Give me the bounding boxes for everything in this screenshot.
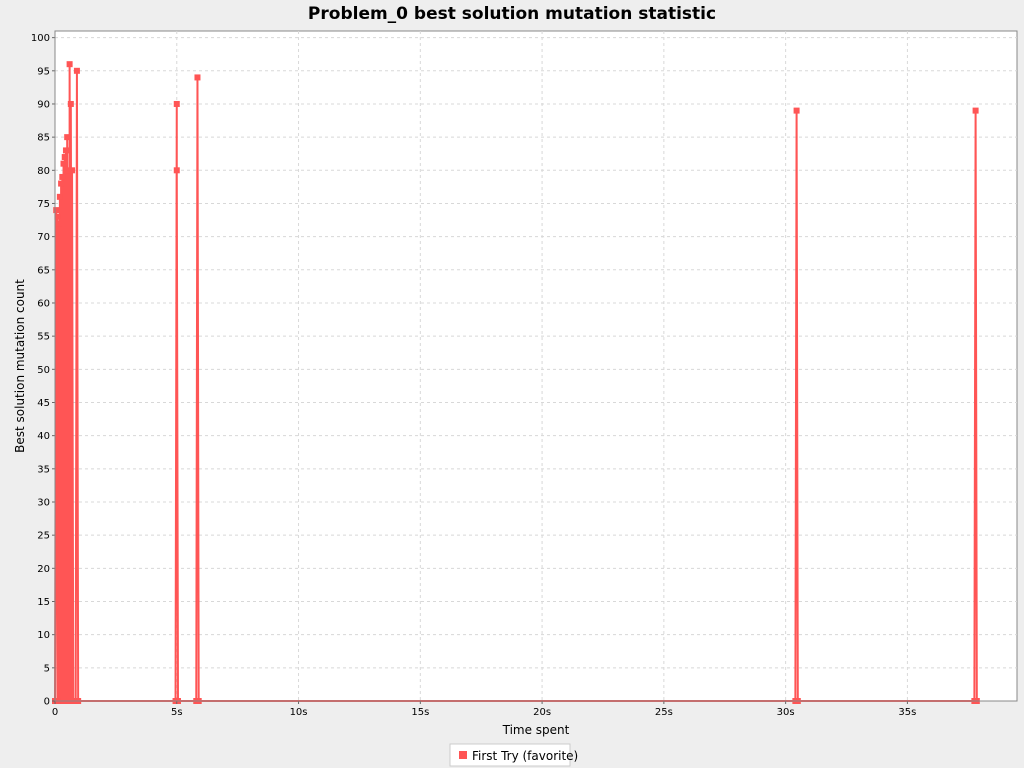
y-tick-label: 100 [31,33,50,44]
y-tick-label: 45 [37,398,50,409]
x-tick-label: 10s [290,707,308,718]
data-point [60,160,67,167]
y-tick-label: 25 [37,531,50,542]
y-tick-label: 0 [44,697,50,708]
y-tick-label: 40 [37,431,50,442]
y-tick-label: 75 [37,199,50,210]
y-tick-label: 90 [37,99,50,110]
y-tick-label: 95 [37,66,50,77]
y-axis-label: Best solution mutation count [13,279,27,453]
y-tick-label: 5 [44,663,50,674]
y-tick-label: 50 [37,365,50,376]
data-point [58,180,65,187]
y-tick-label: 20 [37,564,50,575]
y-tick-label: 65 [37,265,50,276]
data-point [54,213,61,220]
x-tick-label: 30s [777,707,795,718]
x-tick-label: 15s [411,707,429,718]
data-point [53,207,60,214]
data-point [56,193,63,200]
y-tick-label: 80 [37,166,50,177]
data-point [67,100,74,107]
x-tick-label: 20s [533,707,551,718]
data-point [61,154,68,161]
data-point [194,74,201,81]
x-tick-label: 5s [171,707,183,718]
data-point [972,107,979,114]
plot-area [54,30,1018,702]
y-tick-label: 10 [37,630,50,641]
data-point [65,167,72,174]
data-point [66,61,73,68]
x-axis-label: Time spent [502,723,570,737]
data-point [59,173,66,180]
y-tick-label: 15 [37,597,50,608]
y-tick-label: 55 [37,332,50,343]
x-axis: 0 5s 10s 15s 20s 25s 30s 35s [52,700,1017,718]
data-point [73,67,80,74]
x-tick-label: 25s [655,707,673,718]
y-axis: 0 5 10 15 20 25 30 35 40 45 50 55 60 65 70 75 80 85 90 95 10… [31,31,56,708]
y-tick-label: 85 [37,133,50,144]
legend-box [449,743,571,767]
data-point [173,167,180,174]
y-tick-label: 35 [37,464,50,475]
data-point [62,147,69,154]
y-tick-label: 30 [37,497,50,508]
legend: First Try (favorite) [449,743,578,767]
data-point [173,100,180,107]
data-point [55,220,62,227]
y-tick-label: 60 [37,298,50,309]
x-tick-label: 0 [52,707,58,718]
y-tick-label: 70 [37,232,50,243]
data-point [64,134,71,141]
legend-swatch-icon [459,751,467,759]
data-point [793,107,800,114]
legend-label: First Try (favorite) [472,749,578,763]
chart-title: Problem_0 best solution mutation statist… [308,4,716,24]
data-point [69,167,76,174]
x-tick-label: 35s [898,707,916,718]
